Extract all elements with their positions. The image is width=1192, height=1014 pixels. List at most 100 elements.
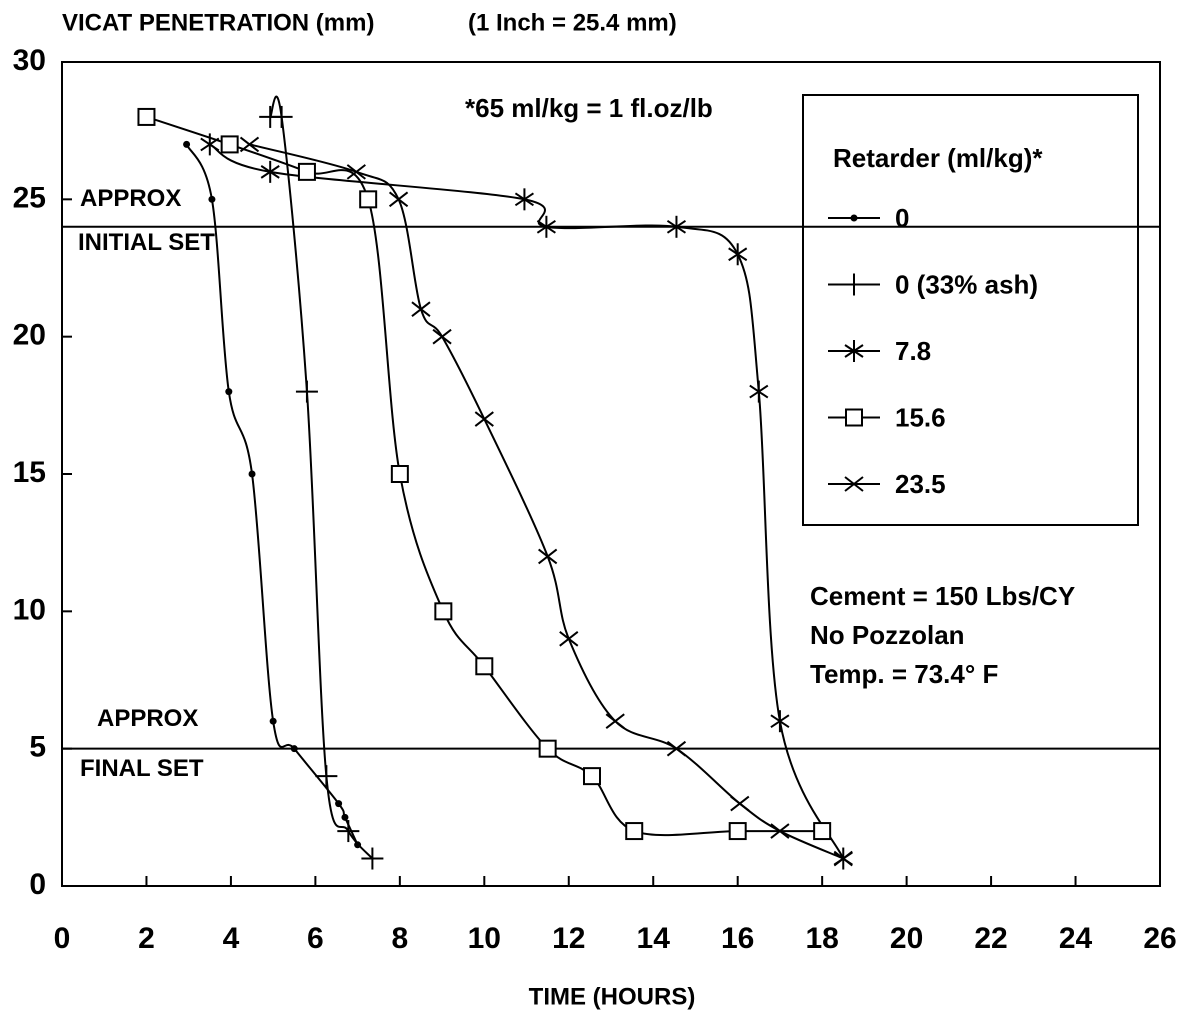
marker [335, 800, 343, 808]
x-tick-label: 0 [54, 922, 71, 955]
legend-title: Retarder (ml/kg)* [833, 143, 1043, 173]
marker-stroke [770, 823, 790, 839]
y-tick-label: 25 [13, 181, 46, 214]
marker [359, 190, 378, 209]
reference-label: APPROX [80, 185, 181, 212]
chart-title: VICAT PENETRATION (mm) [62, 9, 374, 36]
marker-stroke [538, 548, 558, 565]
marker [538, 739, 557, 758]
marker-square [137, 107, 156, 126]
marker [728, 243, 748, 266]
marker-square [538, 739, 557, 758]
marker [728, 822, 747, 841]
marker-stroke [833, 850, 853, 867]
marker [248, 470, 256, 478]
marker-stroke [666, 740, 687, 757]
y-tick-label: 0 [29, 868, 46, 901]
marker [605, 713, 625, 729]
marker [290, 745, 298, 753]
legend-box [802, 94, 1139, 526]
marker [666, 215, 687, 238]
marker-square [845, 408, 863, 427]
reference-label: INITIAL SET [78, 229, 215, 256]
marker [269, 717, 277, 725]
marker [833, 850, 853, 867]
marker [297, 162, 316, 181]
marker [749, 380, 769, 403]
marker-stroke [260, 165, 280, 179]
marker-stroke [346, 164, 366, 180]
marker [536, 215, 556, 238]
legend-label: 0 (33% ash) [895, 269, 1038, 299]
marker-stroke [514, 192, 534, 207]
x-tick-label: 4 [223, 922, 240, 955]
reference-label: APPROX [97, 705, 198, 732]
marker-dot [225, 388, 233, 396]
marker-square [390, 465, 409, 483]
marker-stroke [666, 219, 687, 234]
x-tick-label: 14 [637, 922, 671, 955]
marker [538, 548, 558, 565]
marker-stroke [411, 301, 431, 317]
legend-label: 15.6 [895, 402, 946, 432]
x-tick-label: 8 [392, 922, 409, 955]
series-line [269, 95, 374, 860]
marker-stroke [536, 219, 556, 234]
marker [295, 380, 318, 403]
x-tick-label: 20 [890, 922, 923, 955]
marker-stroke [605, 713, 625, 729]
chart-subtitle: (1 Inch = 25.4 mm) [468, 9, 677, 36]
marker [388, 191, 409, 208]
marker [183, 140, 191, 148]
marker [411, 301, 431, 317]
marker [625, 822, 644, 841]
marker [475, 657, 494, 676]
x-tick-label: 18 [805, 922, 838, 955]
marker-stroke [844, 344, 864, 358]
marker-square [359, 190, 378, 209]
y-tick-label: 20 [13, 319, 46, 352]
marker [770, 710, 790, 733]
note: No Pozzolan [810, 620, 965, 650]
marker [813, 822, 832, 841]
marker [390, 465, 409, 483]
marker [337, 820, 360, 843]
legend-label: 0 [895, 203, 909, 233]
marker [260, 160, 280, 183]
y-tick-label: 15 [13, 456, 46, 489]
marker-dot [208, 195, 216, 203]
marker-stroke [432, 328, 452, 345]
marker [514, 188, 534, 211]
x-tick-label: 6 [307, 922, 324, 955]
marker [850, 214, 858, 222]
marker-stroke [730, 795, 750, 812]
marker [225, 388, 233, 396]
marker [270, 105, 293, 128]
x-tick-label: 10 [468, 922, 501, 955]
marker [315, 765, 338, 788]
marker [239, 136, 260, 153]
marker-dot [850, 214, 858, 222]
marker-stroke [728, 247, 748, 262]
note: Temp. = 73.4° F [810, 659, 998, 689]
series-line [185, 143, 359, 846]
footnote: *65 ml/kg = 1 fl.oz/lb [465, 93, 713, 123]
x-tick-label: 24 [1059, 922, 1093, 955]
marker-square [220, 135, 239, 154]
marker [434, 602, 453, 621]
marker-dot [341, 813, 349, 821]
marker [844, 476, 864, 492]
marker [844, 340, 864, 362]
x-tick-label: 2 [138, 922, 155, 955]
legend-label: 23.5 [895, 469, 946, 499]
marker-square [475, 657, 494, 676]
marker [346, 164, 366, 180]
y-tick-label: 30 [13, 44, 46, 77]
y-tick-label: 5 [29, 731, 46, 764]
marker-dot [248, 470, 256, 478]
marker [582, 767, 601, 786]
marker [843, 273, 865, 296]
x-tick-label: 26 [1143, 922, 1176, 955]
marker-dot [335, 800, 343, 808]
x-tick-label: 16 [721, 922, 754, 955]
